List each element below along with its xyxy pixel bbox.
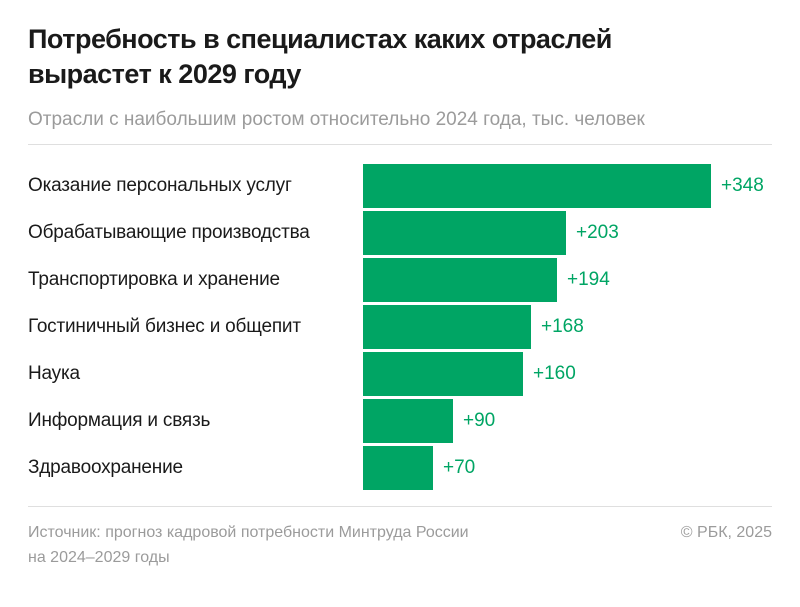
category-label: Транспортировка и хранение bbox=[28, 269, 280, 290]
footer: Источник: прогноз кадровой потребности М… bbox=[28, 520, 772, 570]
category-label: Информация и связь bbox=[28, 410, 211, 431]
category-label: Обрабатывающие производства bbox=[28, 222, 310, 243]
chart-row: Обрабатывающие производства +203 bbox=[28, 211, 772, 255]
bar bbox=[363, 446, 433, 490]
chart-row: Оказание персональных услуг +348 bbox=[28, 164, 772, 208]
category-label: Здравоохранение bbox=[28, 457, 183, 478]
divider-bottom bbox=[28, 506, 772, 507]
bar-track: +70 bbox=[363, 446, 772, 490]
source-note-line1: Источник: прогноз кадровой потребности М… bbox=[28, 524, 469, 541]
chart-row: Информация и связь +90 bbox=[28, 399, 772, 443]
category-label: Наука bbox=[28, 363, 80, 384]
bar-track: +168 bbox=[363, 305, 772, 349]
value-label: +194 bbox=[566, 269, 610, 290]
chart-row: Гостиничный бизнес и общепит +168 bbox=[28, 305, 772, 349]
category-label: Гостиничный бизнес и общепит bbox=[28, 316, 301, 337]
bar bbox=[363, 164, 712, 208]
bar-chart: Оказание персональных услуг +348 Обрабатыв… bbox=[28, 164, 772, 490]
bar-track: +90 bbox=[363, 399, 772, 443]
chart-row: Наука +160 bbox=[28, 352, 772, 396]
page-subtitle: Отрасли с наибольшим ростом относительно… bbox=[28, 109, 645, 130]
source-note-line2: на 2024–2029 годы bbox=[28, 549, 170, 566]
chart-row: Транспортировка и хранение +194 bbox=[28, 258, 772, 302]
category-label: Оказание персональных услуг bbox=[28, 175, 292, 196]
bar-track: +348 bbox=[363, 164, 772, 208]
page-title: Потребность в специалистах каких отрасле… bbox=[28, 24, 612, 89]
bar-track: +203 bbox=[363, 211, 772, 255]
bar-track: +194 bbox=[363, 258, 772, 302]
bar-track: +160 bbox=[363, 352, 772, 396]
value-label: +90 bbox=[462, 410, 496, 431]
bar bbox=[363, 305, 532, 349]
chart-row: Здравоохранение +70 bbox=[28, 446, 772, 490]
value-label: +203 bbox=[575, 222, 619, 243]
bar bbox=[363, 399, 453, 443]
divider-top bbox=[28, 144, 772, 145]
source-note: Источник: прогноз кадровой потребности М… bbox=[28, 520, 469, 570]
infographic-page: Потребность в специалистах каких отрасле… bbox=[0, 22, 800, 607]
value-label: +168 bbox=[541, 316, 584, 337]
value-label: +160 bbox=[533, 363, 576, 384]
bar bbox=[363, 352, 523, 396]
value-label: +348 bbox=[721, 175, 764, 196]
bar bbox=[363, 258, 557, 302]
value-label: +70 bbox=[442, 457, 476, 478]
bar bbox=[363, 211, 566, 255]
copyright: © РБК, 2025 bbox=[680, 524, 772, 541]
